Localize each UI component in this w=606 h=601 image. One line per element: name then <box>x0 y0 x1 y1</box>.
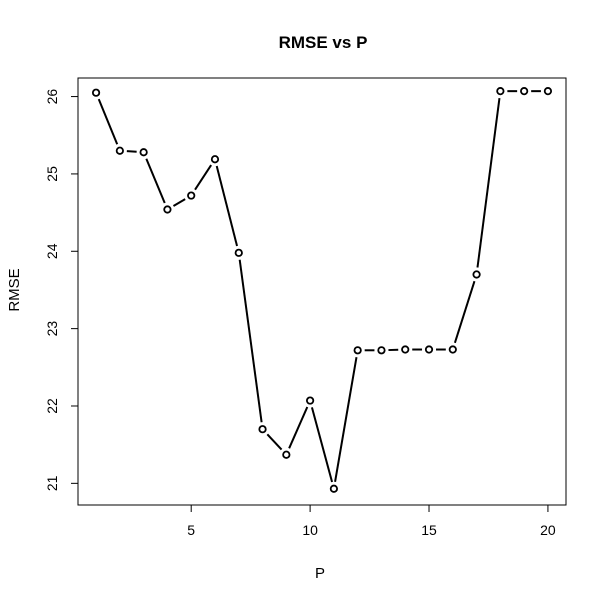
data-point <box>401 345 410 354</box>
y-tick-label: 26 <box>44 89 60 105</box>
data-point <box>91 88 101 97</box>
data-point <box>377 346 386 355</box>
series-line-segment <box>194 164 212 191</box>
data-point <box>258 425 267 434</box>
data-point <box>543 87 553 96</box>
series-line-segment <box>172 198 186 207</box>
data-point <box>187 191 196 200</box>
series-line-segment <box>215 165 239 247</box>
data-point <box>282 450 291 459</box>
series-points <box>91 87 553 493</box>
series-line-segment <box>310 407 334 483</box>
series-line-segment <box>238 259 263 423</box>
y-tick-label: 24 <box>44 243 60 259</box>
series-line-segment <box>288 406 309 449</box>
series-lines <box>97 90 541 483</box>
data-point <box>163 205 172 214</box>
data-point <box>329 484 338 493</box>
data-point <box>520 87 529 96</box>
series-line-segment <box>476 97 501 268</box>
data-point <box>448 345 457 354</box>
data-point <box>472 270 481 279</box>
y-tick-label: 22 <box>44 398 60 414</box>
data-point <box>306 396 315 405</box>
series-line-segment <box>126 150 137 153</box>
y-tick-label: 23 <box>44 321 60 337</box>
series-line-segment <box>97 98 119 145</box>
x-tick-label: 10 <box>302 522 318 538</box>
data-point <box>353 346 362 355</box>
y-axis: 21 22 23 24 25 26 <box>44 89 79 491</box>
series-line-segment <box>266 433 283 451</box>
x-axis: 5 10 15 20 <box>96 504 556 538</box>
series-line-segment <box>453 280 476 344</box>
series-line-segment <box>334 357 358 483</box>
y-tick-label: 21 <box>44 475 60 491</box>
data-point <box>115 146 124 155</box>
data-point <box>424 345 434 354</box>
y-axis-label: RMSE <box>6 268 23 311</box>
x-tick-label: 15 <box>421 522 437 538</box>
series-line-segment <box>145 158 166 204</box>
data-point <box>496 87 505 96</box>
data-point <box>234 248 243 257</box>
y-tick-label: 25 <box>44 166 60 182</box>
data-point <box>139 148 148 157</box>
x-tick-label: 5 <box>187 522 195 538</box>
data-point <box>210 155 220 164</box>
x-tick-label: 20 <box>540 522 556 538</box>
chart-title: RMSE vs P <box>279 33 368 52</box>
x-axis-label: P <box>315 565 325 582</box>
